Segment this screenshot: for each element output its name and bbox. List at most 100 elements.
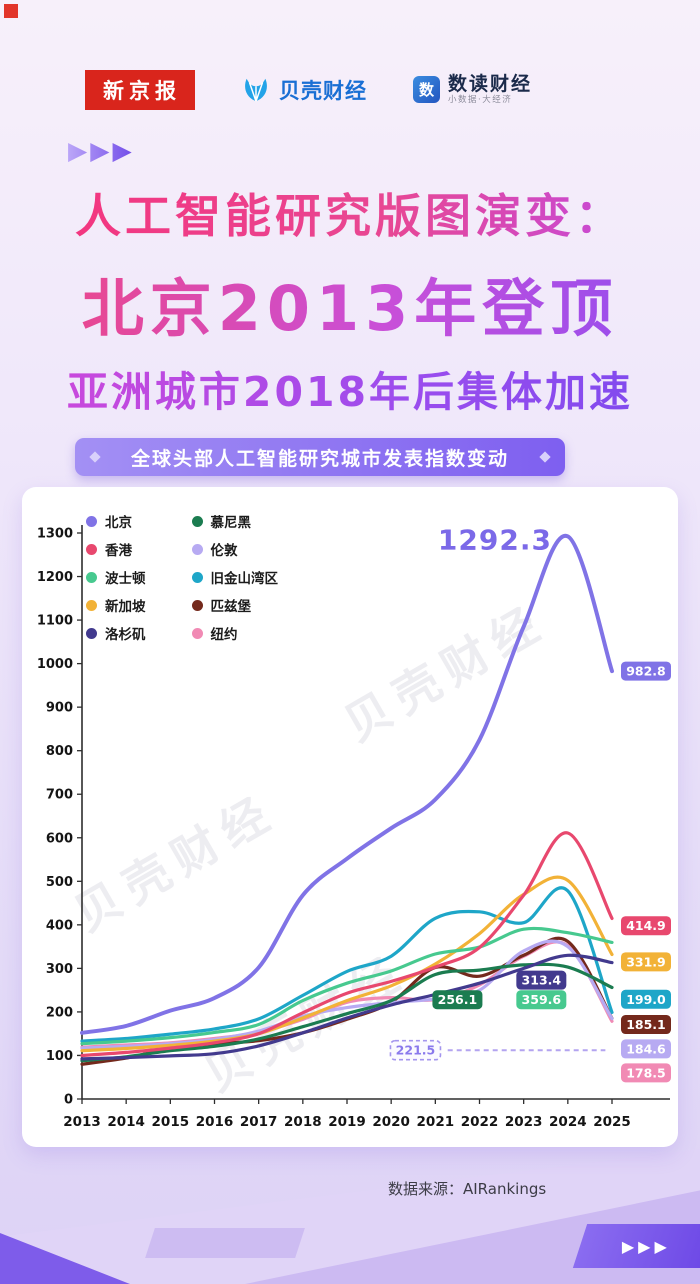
value-label: 982.8 <box>626 664 666 679</box>
series-line <box>80 534 614 1035</box>
legend-item: 旧金山湾区 <box>191 567 279 587</box>
series-line <box>80 926 614 1046</box>
value-label: 256.1 <box>438 992 478 1007</box>
value-label-box <box>432 990 483 1010</box>
svg-text:200: 200 <box>46 1005 73 1020</box>
value-label: 221.5 <box>396 1043 436 1058</box>
diamond-decoration-icon <box>539 451 551 463</box>
shudu-icon: 数 <box>413 76 440 104</box>
legend-label: 香港 <box>105 543 132 559</box>
axes: 0 100 200 300 400 500 600 700 800 900 1000 1100 1200… <box>37 525 670 1130</box>
svg-text:2015: 2015 <box>152 1114 190 1130</box>
series-line <box>80 831 614 1058</box>
title-line-2: 北京2013年登顶 <box>0 258 700 348</box>
title-line-3: 亚洲城市2018年后集体加速 <box>0 358 700 418</box>
legend-swatch-icon <box>86 599 97 611</box>
series-line <box>80 953 614 1061</box>
legend-label: 纽约 <box>210 627 238 643</box>
title-line-1: 人工智能研究版图演变： <box>0 180 700 246</box>
legend-item: 伦敦 <box>191 539 279 559</box>
value-label-box <box>389 1039 442 1061</box>
value-label-box <box>621 916 671 936</box>
value-label-box <box>621 1039 671 1059</box>
svg-text:900: 900 <box>46 701 73 716</box>
value-label: 414.9 <box>626 918 666 933</box>
chevron-arrows-icon: ▶▶▶ <box>621 1236 671 1256</box>
legend-swatch-icon <box>86 543 97 555</box>
value-label-box <box>621 1015 671 1035</box>
legend-item: 洛杉矶 <box>86 623 146 643</box>
series-line <box>80 886 614 1043</box>
legend-item: 新加坡 <box>86 595 146 615</box>
svg-text:1300: 1300 <box>37 527 73 542</box>
shudu-text: 数读财经 <box>448 73 533 96</box>
svg-text:2025: 2025 <box>593 1114 631 1130</box>
svg-text:600: 600 <box>46 831 73 846</box>
value-label-box <box>621 661 671 681</box>
svg-text:2016: 2016 <box>196 1114 234 1130</box>
legend-label: 新加坡 <box>105 599 146 615</box>
legend-swatch-icon <box>191 543 203 555</box>
chart-title-banner: 全球头部人工智能研究城市发表指数变动 <box>75 438 565 476</box>
legend-label: 旧金山湾区 <box>210 571 279 587</box>
svg-text:2013: 2013 <box>63 1114 101 1130</box>
shudu-logo: 数 数读财经 小数据·大经济 <box>413 73 533 106</box>
svg-text:800: 800 <box>46 744 73 759</box>
bottom-chip-decoration <box>145 1228 305 1258</box>
xinjingbao-text: 新京报 <box>103 78 181 103</box>
peak-value-label: 1292.3 <box>438 524 552 557</box>
beike-logo: 贝壳财经 <box>241 75 367 105</box>
svg-text:2024: 2024 <box>549 1114 587 1130</box>
chevron-arrows-icon: ▶▶▶ <box>68 136 135 165</box>
svg-text:100: 100 <box>46 1049 73 1064</box>
legend-swatch-icon <box>86 571 97 583</box>
value-label-box <box>516 990 567 1010</box>
legend-label: 伦敦 <box>210 543 238 559</box>
banner-text: 全球头部人工智能研究城市发表指数变动 <box>130 447 509 470</box>
value-label-box <box>516 970 567 990</box>
value-label: 185.1 <box>626 1017 666 1032</box>
legend-item: 香港 <box>86 539 146 559</box>
svg-text:2021: 2021 <box>417 1114 455 1130</box>
page-title: 人工智能研究版图演变： 北京2013年登顶 亚洲城市2018年后集体加速 <box>0 180 700 418</box>
xinjingbao-logo: 新京报 <box>85 70 195 110</box>
svg-text:2023: 2023 <box>505 1114 543 1130</box>
svg-text:400: 400 <box>46 918 73 933</box>
chart-legend: 北京香港波士顿新加坡洛杉矶 慕尼黑伦敦旧金山湾区匹兹堡纽约 <box>86 511 278 643</box>
svg-text:500: 500 <box>46 875 73 890</box>
line-chart: 0 100 200 300 400 500 600 700 800 900 1000 1100 1200… <box>37 524 671 1130</box>
value-label: 184.6 <box>626 1041 666 1056</box>
diamond-decoration-icon <box>89 451 101 463</box>
svg-text:0: 0 <box>64 1093 73 1108</box>
value-label-box <box>621 1063 671 1083</box>
header-logos: 新京报 贝壳财经 数 数读财经 小数据·大经济 <box>85 70 532 110</box>
value-label: 178.5 <box>626 1065 666 1080</box>
data-source-label: 数据来源：AIRankings <box>388 1180 547 1198</box>
svg-text:2022: 2022 <box>461 1114 499 1130</box>
beike-text: 贝壳财经 <box>279 79 367 103</box>
data-source: 数据来源：AIRankings <box>388 1178 546 1199</box>
legend-item: 匹兹堡 <box>191 595 279 615</box>
svg-text:300: 300 <box>46 962 73 977</box>
svg-text:1100: 1100 <box>37 614 73 629</box>
legend-label: 洛杉矶 <box>105 627 146 643</box>
shudu-subtitle: 小数据·大经济 <box>448 95 513 106</box>
svg-text:2020: 2020 <box>372 1114 410 1130</box>
legend-swatch-icon <box>191 627 203 639</box>
legend-label: 北京 <box>105 515 132 531</box>
legend-item: 波士顿 <box>86 567 146 587</box>
bottom-right-chip: ▶▶▶ <box>572 1224 700 1268</box>
legend-swatch-icon <box>191 599 203 611</box>
legend-item: 纽约 <box>191 623 279 643</box>
legend-label: 慕尼黑 <box>210 515 252 531</box>
svg-text:2014: 2014 <box>107 1114 145 1130</box>
svg-text:2018: 2018 <box>284 1114 322 1130</box>
value-label: 199.0 <box>626 992 666 1007</box>
chart-card: 贝壳财经 贝壳财经 贝壳财经 0 100 200 300 400 500 600 700 800… <box>22 487 678 1147</box>
legend-label: 匹兹堡 <box>210 599 252 615</box>
value-label-box <box>621 989 671 1009</box>
svg-text:2019: 2019 <box>328 1114 366 1130</box>
value-label-box <box>621 952 671 972</box>
value-label: 359.6 <box>522 992 562 1007</box>
